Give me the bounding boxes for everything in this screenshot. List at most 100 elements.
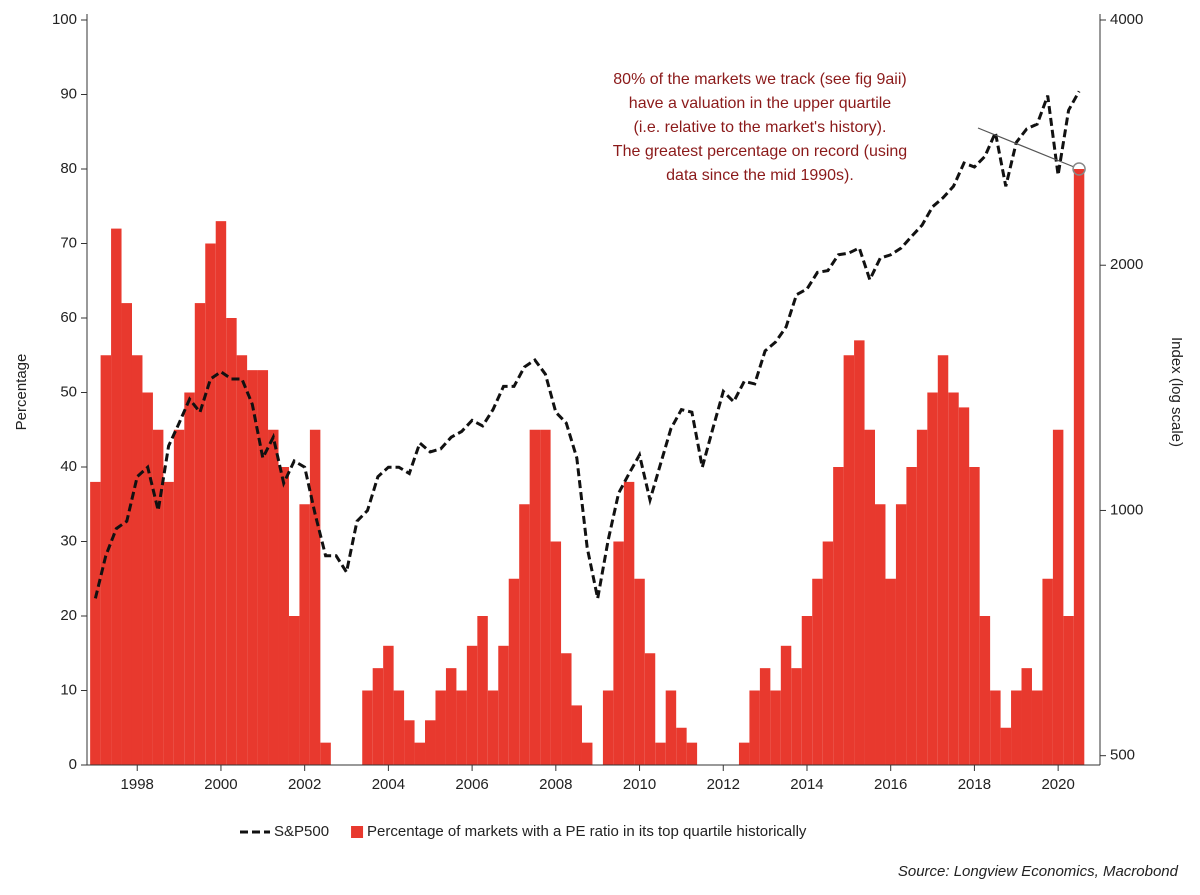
bar [90,481,101,765]
x-tick-label: 2010 [623,776,656,793]
y2-tick-label: 500 [1110,747,1135,764]
bar [958,407,970,765]
x-tick-label: 2002 [288,776,321,793]
x-tick-label: 2004 [372,776,405,793]
bar [247,370,258,765]
x-tick-label: 2000 [204,776,237,793]
bar [780,645,792,765]
bar [152,429,164,765]
bar [173,429,185,765]
bar [561,653,572,765]
annotation: (i.e. relative to the market's history). [634,119,887,136]
bar [990,690,1001,765]
bar [404,720,415,765]
bar [466,645,478,765]
bar [435,690,446,765]
bar [833,467,844,765]
y2-tick-label: 2000 [1110,256,1143,273]
bar [895,504,907,765]
y-tick-label: 40 [60,458,77,475]
bar [142,392,153,765]
bar [111,228,122,766]
y-tick-label: 80 [60,160,77,177]
bar [215,221,227,765]
bar [163,481,174,765]
x-tick-label: 2020 [1041,776,1074,793]
bar [1042,578,1053,765]
bar [540,429,551,765]
bar [801,616,813,765]
bar [121,303,132,765]
y-tick-label: 10 [60,681,77,698]
bar [927,392,938,765]
bar [979,616,991,765]
bar [477,616,488,765]
bar [1063,616,1074,765]
bar [299,504,310,765]
bar [969,467,980,765]
annotation: 80% of the markets we track (see fig 9ai… [613,71,906,88]
annotation: The greatest percentage on record (using [613,143,907,160]
annotation-marker [1072,162,1086,176]
bar [226,318,237,765]
line [93,90,1081,599]
bar [257,370,269,765]
bar [623,481,635,765]
y-tick-label: 50 [60,383,77,400]
bar [519,504,530,765]
bar [184,392,195,765]
bar [393,690,405,765]
bar [445,668,457,765]
bar [205,243,216,765]
bar [738,742,750,765]
bar [644,653,656,765]
bar [456,690,467,765]
bar [1073,169,1085,765]
bar [665,690,677,765]
bar [414,742,426,765]
bar [372,668,384,765]
bar [1031,690,1043,765]
bar [749,690,760,765]
bar [550,541,562,765]
y-tick-label: 100 [52,11,77,28]
bar [1052,429,1064,765]
bar [916,429,928,765]
bar [864,429,876,765]
legend-label: S&P500 [274,823,329,840]
x-tick-label: 2006 [455,776,488,793]
bar [634,578,645,765]
bar [937,355,949,765]
bar [194,303,206,765]
bar [812,578,823,765]
bar [320,742,331,765]
bar [655,742,666,765]
bar [759,668,771,765]
y2-axis-label: Index (log scale) [1168,337,1185,447]
bar [529,429,541,765]
bar [278,467,289,765]
bar [508,578,520,765]
x-tick-label: 2018 [958,776,991,793]
y-tick-label: 70 [60,234,77,251]
bar [1000,727,1012,765]
x-tick-label: 2012 [707,776,740,793]
bar [581,742,593,765]
legend-label: Percentage of markets with a PE ratio in… [367,823,807,840]
bar [948,392,959,765]
bar [425,720,436,765]
bar [498,645,509,765]
bar [268,429,279,765]
bar [236,355,248,765]
y-tick-label: 20 [60,607,77,624]
bar [571,705,582,765]
y2-tick-label: 4000 [1110,11,1143,28]
bar [676,727,687,765]
bar [613,541,624,765]
x-tick-label: 2016 [874,776,907,793]
annotation-pointer [977,127,1075,168]
bar [791,668,802,765]
bar [362,690,373,765]
source: Source: Longview Economics, Macrobond [898,863,1179,880]
